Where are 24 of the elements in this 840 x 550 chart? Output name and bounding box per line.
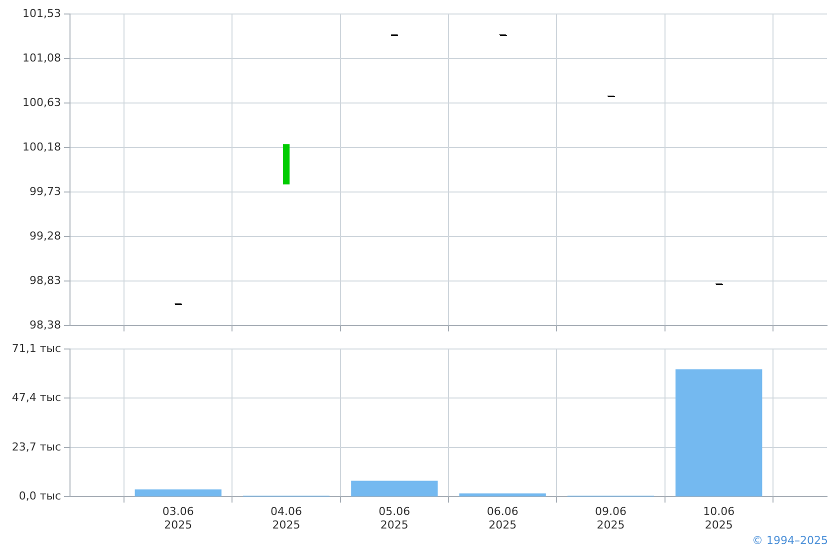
text: © 1994–2025 — [752, 534, 828, 547]
bar — [676, 369, 762, 496]
y-tick-label: 0,0 тыс — [18, 489, 61, 502]
y-tick-label: 100,18 — [22, 140, 61, 154]
y-tick-label: 101,53 — [22, 6, 61, 20]
x-tick-label: 09.06 2025 — [594, 505, 626, 532]
bar — [351, 480, 438, 496]
y-tick-label: 98,38 — [30, 318, 61, 332]
y-tick-label: 23,7 тыс — [12, 440, 61, 454]
x-tick-label: 03.06 2025 — [162, 505, 194, 532]
y-tick-label: 99,28 — [30, 229, 61, 242]
x-tick-label: 04.06 2025 — [270, 505, 302, 532]
x-tick-label: 05.06 2025 — [378, 505, 410, 532]
y-tick-label: 98,83 — [30, 274, 61, 287]
x-tick-label: 10.06 2025 — [703, 505, 735, 532]
y-tick-label: 100,63 — [22, 96, 61, 109]
candlestick — [282, 144, 290, 184]
bar — [134, 489, 222, 496]
bar — [459, 493, 546, 496]
y-tick-label: 101,08 — [22, 51, 61, 64]
y-tick-label: 71,1 тыс — [12, 342, 61, 355]
y-tick-label: 99,73 — [30, 184, 61, 198]
y-tick-label: 47,4 тыс — [12, 391, 61, 404]
x-tick-label: 06.06 2025 — [486, 505, 518, 532]
